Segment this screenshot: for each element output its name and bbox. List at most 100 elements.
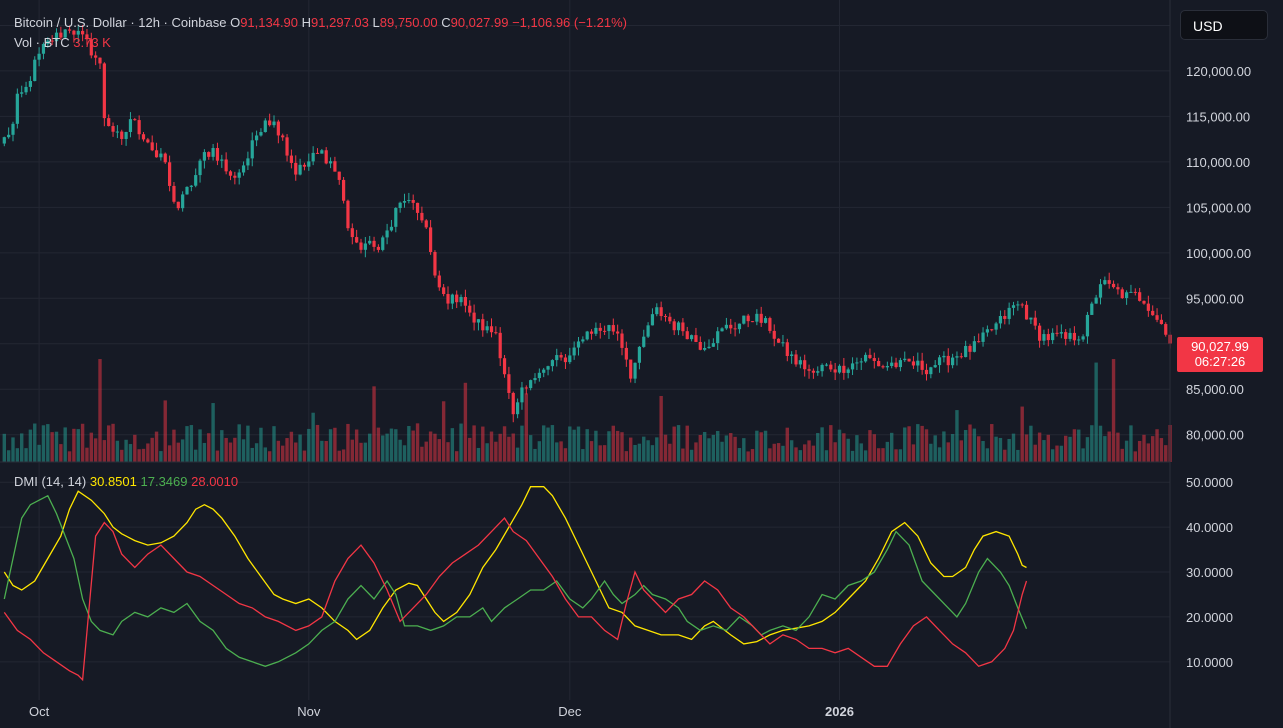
candle-body — [750, 321, 755, 323]
volume-bar — [424, 441, 428, 462]
candle-body — [185, 186, 189, 195]
volume-value: 3.73 K — [73, 35, 111, 50]
volume-bar — [1072, 429, 1077, 462]
candle-body — [833, 369, 837, 373]
volume-bar — [624, 451, 629, 462]
volume-bar — [72, 428, 76, 462]
candle-body — [633, 362, 637, 379]
candle-body — [450, 294, 454, 304]
candle-body — [1077, 339, 1081, 341]
volume-bar — [498, 433, 502, 462]
volume-bar — [985, 448, 990, 462]
dmi-label[interactable]: DMI (14, 14) — [14, 474, 87, 489]
candle-body — [1111, 283, 1116, 288]
volume-bar — [354, 429, 359, 462]
price-tick-label: 95,000.00 — [1186, 291, 1244, 306]
volume-bar — [607, 431, 611, 462]
volume-bar — [846, 438, 850, 462]
candle-body — [781, 342, 785, 344]
candle-body — [1033, 317, 1037, 326]
candle-body — [768, 318, 772, 331]
candle-body — [489, 326, 494, 333]
candle-body — [868, 354, 872, 359]
candle-body — [302, 164, 307, 167]
volume-bar — [1129, 425, 1133, 462]
currency-button[interactable]: USD — [1180, 10, 1268, 40]
volume-bar — [563, 448, 568, 462]
candle-body — [907, 358, 911, 362]
candle-body — [233, 175, 237, 178]
volume-bar — [694, 442, 698, 462]
candle-body — [698, 341, 702, 350]
close-label: C — [441, 15, 451, 30]
candle-body — [537, 372, 541, 379]
volume-bar — [433, 433, 437, 462]
volume-bar — [737, 448, 742, 462]
candle-body — [559, 355, 563, 358]
candle-body — [977, 341, 981, 343]
volume-bar — [1064, 435, 1068, 462]
candle-body — [837, 365, 842, 373]
volume-label[interactable]: Vol · BTC — [14, 35, 70, 50]
volume-bar — [589, 441, 594, 462]
candle-body — [951, 357, 955, 366]
candle-body — [1020, 304, 1024, 306]
candle-body — [994, 323, 998, 330]
volume-bar — [459, 423, 463, 462]
volume-bar — [842, 433, 846, 462]
volume-bar — [98, 359, 102, 462]
volume-bar — [890, 432, 894, 462]
dmi-tick-label: 10.0000 — [1186, 655, 1233, 670]
volume-bar — [702, 431, 707, 462]
candle-body — [485, 326, 489, 331]
volume-bar — [1059, 445, 1064, 462]
candle-body — [924, 369, 929, 375]
candle-body — [911, 361, 916, 366]
candle-body — [611, 325, 615, 332]
volume-bar — [629, 437, 633, 462]
volume-bar — [1037, 432, 1042, 462]
volume-bar — [929, 443, 933, 462]
symbol-title[interactable]: Bitcoin / U.S. Dollar · 12h · Coinbase — [14, 15, 227, 30]
candle-body — [107, 118, 111, 127]
candle-body — [215, 148, 220, 161]
candle-body — [550, 360, 554, 367]
candle-body — [85, 34, 89, 40]
candle-body — [572, 347, 576, 356]
volume-bar — [394, 429, 398, 462]
volume-bar — [550, 425, 555, 462]
volume-bar — [750, 449, 755, 462]
volume-bar — [1133, 451, 1137, 462]
candle-body — [81, 30, 85, 35]
volume-bar — [1033, 444, 1037, 462]
candle-body — [381, 237, 385, 250]
candle-body — [555, 355, 559, 361]
candle-body — [733, 328, 737, 330]
volume-bar — [311, 412, 315, 462]
volume-bar — [398, 439, 402, 462]
candle-body — [937, 357, 942, 366]
candle-body — [890, 362, 894, 366]
candle-body — [816, 371, 820, 373]
volume-bar — [998, 437, 1003, 462]
volume-bar — [289, 431, 294, 462]
candle-body — [581, 339, 585, 342]
candle-body — [1007, 307, 1011, 319]
candle-body — [594, 327, 598, 334]
volume-bar — [381, 435, 385, 462]
candle-body — [646, 325, 650, 337]
volume-bar — [1016, 449, 1020, 462]
candle-body — [146, 139, 150, 143]
volume-bar — [994, 436, 998, 462]
dmi-tick-label: 50.0000 — [1186, 475, 1233, 490]
candle-body — [98, 57, 102, 64]
volume-bar — [916, 424, 920, 462]
candle-body — [241, 165, 246, 173]
volume-bar — [1094, 362, 1098, 462]
candle-body — [946, 355, 950, 366]
candle-body — [337, 171, 341, 180]
volume-bar — [972, 428, 977, 462]
candle-body — [346, 200, 350, 229]
volume-bar — [50, 432, 54, 462]
